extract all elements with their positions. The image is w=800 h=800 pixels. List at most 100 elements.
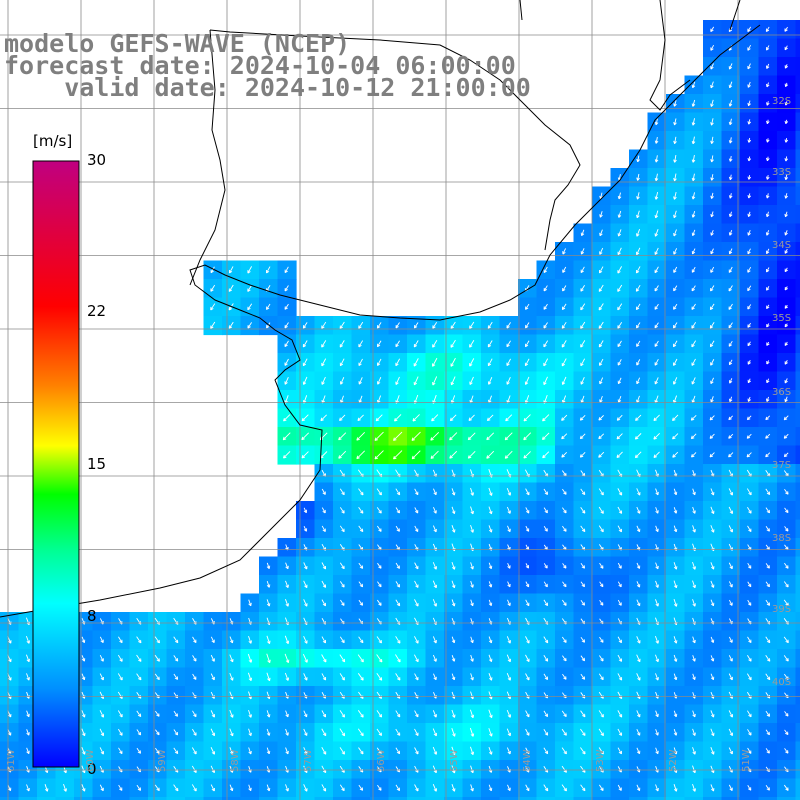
wind-arrow xyxy=(433,488,437,496)
wind-arrow xyxy=(303,747,308,755)
wind-arrow xyxy=(414,728,419,736)
wind-arrow xyxy=(117,710,123,718)
wind-arrow xyxy=(784,748,789,754)
wind-arrow xyxy=(136,654,142,662)
wind-arrow xyxy=(617,284,623,292)
wind-arrow xyxy=(543,673,548,680)
wind-arrow xyxy=(507,525,511,533)
wind-arrow xyxy=(543,729,549,736)
wind-arrow xyxy=(580,229,585,237)
wind-arrow xyxy=(543,636,549,644)
wind-arrow xyxy=(543,526,548,532)
wind-arrow xyxy=(636,340,641,347)
wind-arrow xyxy=(561,599,567,606)
wind-arrow xyxy=(543,488,548,495)
wind-cell xyxy=(18,797,38,800)
wind-arrow xyxy=(210,747,216,755)
wind-arrow xyxy=(376,525,382,532)
wind-arrow xyxy=(358,599,364,606)
wind-cell xyxy=(740,797,760,800)
wind-arrow xyxy=(747,304,752,310)
wind-arrow xyxy=(432,357,438,367)
wind-arrow xyxy=(488,506,493,515)
wind-arrow xyxy=(229,672,234,681)
wind-arrow xyxy=(765,655,771,662)
wind-arrow xyxy=(692,580,696,589)
wind-arrow xyxy=(784,323,789,328)
wind-arrow xyxy=(710,99,714,107)
wind-arrow xyxy=(784,45,788,51)
wind-arrow xyxy=(488,487,493,496)
wind-arrow xyxy=(303,580,308,589)
wind-arrow xyxy=(506,709,512,718)
wind-arrow xyxy=(487,358,493,367)
wind-arrow xyxy=(376,654,383,663)
wind-arrow xyxy=(654,322,659,329)
lon-label-53w: 53W xyxy=(595,749,606,772)
wind-arrow xyxy=(284,672,290,681)
wind-cell xyxy=(92,797,112,800)
wind-cell xyxy=(573,797,593,800)
wind-arrow xyxy=(655,654,659,663)
wind-arrow xyxy=(469,321,475,329)
wind-arrow xyxy=(173,636,179,644)
wind-arrow xyxy=(284,635,290,645)
wind-arrow xyxy=(562,507,567,514)
wind-arrow xyxy=(598,488,604,496)
lat-label-38s: 38S xyxy=(772,533,792,544)
wind-arrow xyxy=(636,377,641,385)
wind-arrow xyxy=(654,266,659,274)
wind-arrow xyxy=(561,414,568,421)
wind-cell xyxy=(795,556,800,576)
wind-arrow xyxy=(303,710,308,718)
wind-arrow xyxy=(321,488,326,495)
wind-arrow xyxy=(599,655,604,662)
wind-arrow xyxy=(451,580,456,589)
wind-arrow xyxy=(413,340,419,348)
wind-arrow xyxy=(747,63,751,70)
wind-arrow xyxy=(654,155,659,163)
wind-cell xyxy=(795,186,800,206)
wind-arrow xyxy=(747,322,752,328)
wind-arrow xyxy=(192,655,197,662)
wind-arrow xyxy=(692,599,696,607)
lon-label-59w: 59W xyxy=(157,749,168,772)
wind-arrow xyxy=(376,377,382,385)
wind-arrow xyxy=(598,506,604,514)
lat-label-36s: 36S xyxy=(772,387,792,398)
wind-arrow xyxy=(451,525,456,533)
wind-arrow xyxy=(673,562,678,570)
wind-arrow xyxy=(580,248,585,255)
wind-arrow xyxy=(561,358,567,367)
wind-arrow xyxy=(374,450,384,460)
wind-arrow xyxy=(395,636,401,644)
wind-arrow xyxy=(617,210,622,218)
wind-arrow xyxy=(358,321,364,329)
wind-arrow xyxy=(784,138,789,143)
wind-arrow xyxy=(598,691,604,699)
wind-arrow xyxy=(728,710,733,718)
wind-arrow xyxy=(543,655,549,662)
wind-arrow xyxy=(525,747,530,755)
wind-arrow xyxy=(692,673,696,681)
wind-arrow xyxy=(284,266,289,274)
wind-arrow xyxy=(26,710,30,718)
wind-arrow xyxy=(710,655,715,662)
wind-arrow xyxy=(321,673,327,681)
wind-arrow xyxy=(414,507,419,514)
wind-arrow xyxy=(321,507,326,514)
wind-arrow xyxy=(580,673,586,680)
wind-arrow xyxy=(579,433,586,440)
wind-arrow xyxy=(431,414,439,422)
wind-arrow xyxy=(747,230,751,236)
wind-arrow xyxy=(469,709,475,719)
wind-arrow xyxy=(599,395,603,403)
wind-arrow xyxy=(766,396,770,402)
wind-arrow xyxy=(266,710,271,718)
wind-arrow xyxy=(580,321,586,329)
wind-arrow xyxy=(598,747,604,755)
wind-arrow xyxy=(765,636,771,644)
wind-arrow xyxy=(507,599,511,607)
wind-arrow xyxy=(524,358,530,367)
wind-arrow xyxy=(525,488,530,496)
